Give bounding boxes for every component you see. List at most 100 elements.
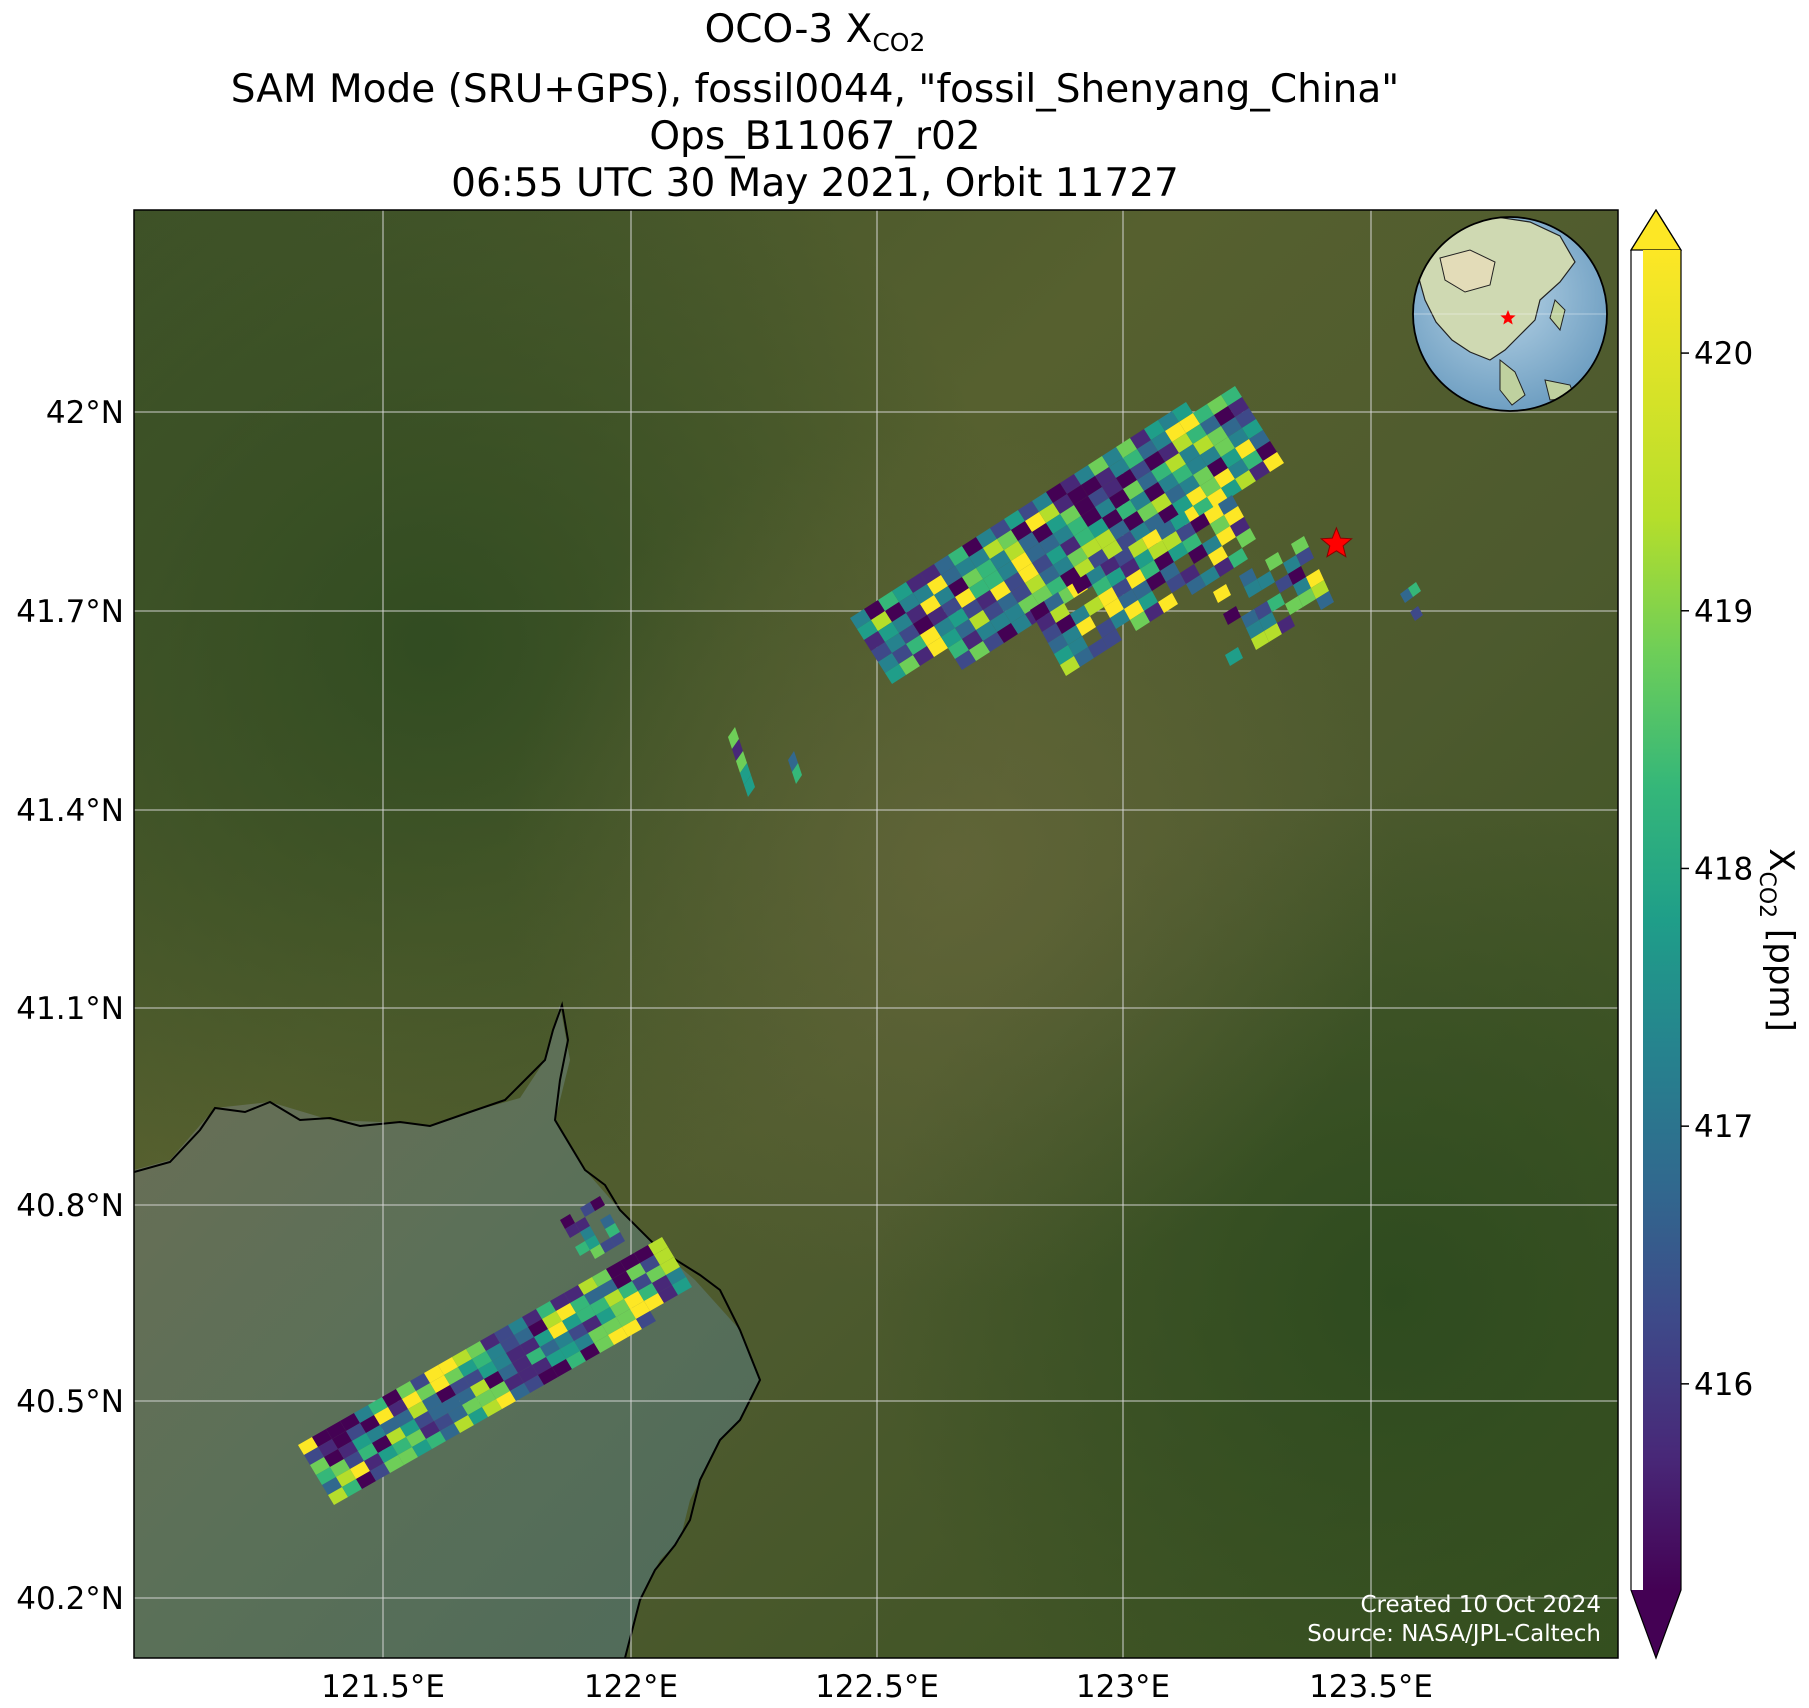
sounding-footprint xyxy=(1254,601,1272,620)
sounding-footprint xyxy=(1060,567,1081,587)
sounding-footprint xyxy=(1060,505,1081,525)
sounding-footprint xyxy=(1172,433,1193,453)
sounding-footprint xyxy=(512,1355,532,1373)
sounding-footprint xyxy=(1228,548,1248,568)
sounding-footprint xyxy=(1092,576,1112,596)
sounding-footprint xyxy=(1088,638,1108,658)
sounding-footprint xyxy=(1124,600,1144,620)
sounding-footprint xyxy=(556,1303,576,1321)
colorbar-tick-label: 417 xyxy=(1694,1109,1753,1145)
sounding-footprint xyxy=(358,1443,378,1461)
sounding-footprint xyxy=(1088,487,1109,507)
sounding-footprint xyxy=(514,1327,534,1345)
sounding-footprint xyxy=(478,1361,498,1379)
sounding-footprint xyxy=(1179,475,1200,495)
sounding-footprint xyxy=(1137,440,1158,460)
sounding-footprint xyxy=(1151,462,1172,482)
sounding-footprint xyxy=(510,1383,530,1401)
gridlines xyxy=(134,210,1618,1658)
sounding-footprint xyxy=(1118,589,1138,609)
sounding-footprint xyxy=(913,646,934,666)
sounding-footprint xyxy=(1060,536,1081,556)
sounding-footprint xyxy=(906,604,927,624)
sounding-footprint xyxy=(1054,645,1074,665)
sounding-footprint xyxy=(955,557,976,577)
sounding-footprint xyxy=(610,1299,630,1317)
sounding-footprint xyxy=(1032,585,1053,605)
sounding-footprint xyxy=(1068,636,1088,656)
sounding-footprint xyxy=(1162,531,1182,551)
sounding-footprint xyxy=(476,1389,496,1407)
title-line-3: Ops_B11067_r02 xyxy=(649,113,981,159)
sounding-footprint xyxy=(1123,449,1144,469)
sounding-footprint xyxy=(604,1289,624,1307)
sounding-footprint xyxy=(1259,612,1277,631)
sounding-footprint xyxy=(298,1437,318,1455)
sounding-footprint xyxy=(1004,572,1025,592)
sounding-footprint xyxy=(792,763,802,784)
sounding-footprint xyxy=(472,1351,492,1369)
sounding-footprint xyxy=(1004,510,1025,530)
sounding-footprint xyxy=(1053,556,1074,576)
sounding-footprint xyxy=(1154,551,1174,571)
sounding-footprint xyxy=(1056,614,1076,634)
sounding-footprint xyxy=(338,1441,358,1459)
sounding-footprint xyxy=(1032,523,1053,543)
sounding-footprint xyxy=(1228,459,1249,479)
sounding-footprint xyxy=(969,641,990,661)
sounding-footprint xyxy=(1004,541,1025,561)
target-star-marker xyxy=(1319,526,1353,558)
sounding-footprint xyxy=(584,1287,604,1305)
sounding-footprint xyxy=(1283,555,1301,574)
sounding-footprint xyxy=(304,1447,324,1465)
sounding-footprint xyxy=(990,519,1011,539)
sounding-footprint xyxy=(1210,515,1230,535)
lat-tick-label: 40.5°N xyxy=(16,1384,124,1420)
sounding-footprint xyxy=(528,1319,548,1337)
sounding-footprint xyxy=(430,1375,450,1393)
sounding-footprint xyxy=(1050,603,1070,623)
sounding-footprint xyxy=(372,1435,392,1453)
sounding-footprint xyxy=(634,1245,654,1263)
sounding-footprint xyxy=(442,1395,462,1413)
sounding-footprint xyxy=(927,606,948,626)
sounding-footprint xyxy=(920,595,941,615)
sounding-footprint xyxy=(580,1202,595,1217)
sounding-footprint xyxy=(382,1389,402,1407)
sounding-footprint xyxy=(1144,451,1165,471)
sounding-footprint xyxy=(1186,424,1207,444)
sounding-footprint xyxy=(990,581,1011,601)
sounding-footprint xyxy=(392,1437,412,1455)
sounding-footprint xyxy=(1200,415,1221,435)
sounding-footprint xyxy=(1081,476,1102,496)
sounding-footprint xyxy=(1291,536,1309,555)
sounding-footprint xyxy=(1296,547,1314,566)
sounding-footprint xyxy=(1081,507,1102,527)
sounding-footprint xyxy=(892,582,913,602)
sounding-footprint xyxy=(486,1343,506,1361)
sounding-footprint xyxy=(1242,419,1263,439)
sounding-footprint xyxy=(564,1285,584,1303)
sounding-footprint xyxy=(630,1301,650,1319)
sounding-footprint xyxy=(1114,547,1134,567)
sounding-footprint xyxy=(920,626,941,646)
sounding-footprint xyxy=(1293,577,1311,596)
sounding-footprint xyxy=(1138,591,1158,611)
sounding-footprint xyxy=(1011,583,1032,603)
sounding-footprint xyxy=(941,566,962,586)
longitude-tick-labels: 121.5°E 122°E 122.5°E 123°E 123.5°E xyxy=(321,1669,1433,1705)
sounding-footprint xyxy=(1264,623,1282,642)
sounding-footprint xyxy=(1235,439,1256,459)
sounding-footprint xyxy=(452,1349,472,1367)
sounding-footprint xyxy=(494,1325,514,1343)
sounding-footprint xyxy=(1186,575,1206,595)
sounding-footprint xyxy=(1095,467,1116,487)
sounding-footprint xyxy=(416,1383,436,1401)
sounding-footprint xyxy=(941,628,962,648)
colorbar-gradient xyxy=(1643,250,1681,1590)
sounding-footprint xyxy=(1311,580,1329,599)
sounding-footprint xyxy=(1076,616,1096,636)
sounding-footprint xyxy=(1236,528,1256,548)
sounding-footprint xyxy=(326,1421,346,1439)
sounding-footprint xyxy=(612,1271,632,1289)
